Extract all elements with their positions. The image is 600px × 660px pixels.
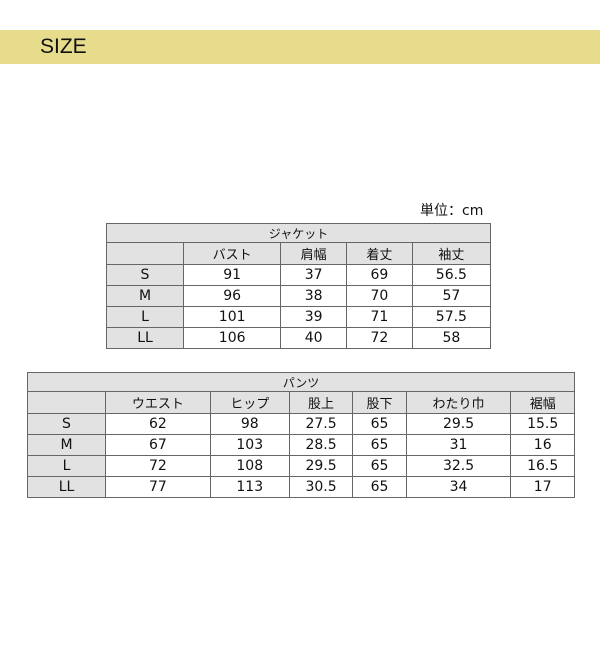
table-row: LL 77 113 30.5 65 34 17: [27, 476, 575, 498]
column-header: 肩幅: [280, 242, 348, 265]
header-corner: [27, 391, 106, 414]
table-cell: 96: [182, 285, 282, 307]
table-cell: 57: [411, 285, 492, 307]
table-cell: 30.5: [288, 476, 354, 498]
column-header: 袖丈: [411, 242, 492, 265]
table-cell: 72: [346, 327, 413, 349]
table-cell: 69: [346, 264, 413, 286]
table-cell: 70: [346, 285, 413, 307]
table-cell: 37: [280, 264, 348, 286]
size-label: LL: [106, 327, 184, 349]
table-cell: 29.5: [405, 413, 512, 435]
table-cell: 29.5: [288, 455, 354, 477]
table-row: L 72 108 29.5 65 32.5 16.5: [27, 455, 575, 477]
table-cell: 65: [352, 455, 407, 477]
table-cell: 67: [105, 434, 211, 456]
table-cell: 40: [280, 327, 348, 349]
table-cell: 65: [352, 413, 407, 435]
table-row: M 96 38 70 57: [106, 285, 492, 307]
table-cell: 65: [352, 476, 407, 498]
column-header: わたり巾: [405, 391, 512, 414]
table-cell: 34: [405, 476, 512, 498]
table-cell: 16: [510, 434, 575, 456]
table-cell: 65: [352, 434, 407, 456]
table-cell: 77: [105, 476, 211, 498]
table-cell: 27.5: [288, 413, 354, 435]
column-header: 裾幅: [510, 391, 575, 414]
size-label: S: [27, 413, 106, 435]
table-title: パンツ: [27, 372, 575, 392]
table-cell: 91: [182, 264, 282, 286]
table-cell: 38: [280, 285, 348, 307]
table-cell: 17: [510, 476, 575, 498]
table-row: S 91 37 69 56.5: [106, 264, 492, 286]
pants-size-table: パンツ ウエスト ヒップ 股上 股下 わたり巾 裾幅 S 62 98 27.5 65 29.5 15.5 M…: [27, 372, 575, 498]
size-label: L: [106, 306, 184, 328]
size-label: M: [27, 434, 106, 456]
table-row: LL 106 40 72 58: [106, 327, 492, 349]
column-header: 股下: [352, 391, 407, 414]
table-cell: 57.5: [411, 306, 492, 328]
unit-label: 単位：cm: [420, 203, 484, 219]
table-cell: 28.5: [288, 434, 354, 456]
table-cell: 98: [209, 413, 290, 435]
table-title: ジャケット: [106, 223, 491, 243]
table-row: S 62 98 27.5 65 29.5 15.5: [27, 413, 575, 435]
table-cell: 101: [182, 306, 282, 328]
table-row: M 67 103 28.5 65 31 16: [27, 434, 575, 456]
column-header: 股上: [288, 391, 354, 414]
size-label: L: [27, 455, 106, 477]
table-cell: 62: [105, 413, 211, 435]
size-banner: SIZE: [0, 30, 600, 64]
table-cell: 16.5: [510, 455, 575, 477]
table-cell: 58: [411, 327, 492, 349]
table-cell: 71: [346, 306, 413, 328]
column-header: ヒップ: [209, 391, 290, 414]
column-header: ウエスト: [105, 391, 211, 414]
table-cell: 15.5: [510, 413, 575, 435]
size-label: LL: [27, 476, 106, 498]
column-header: バスト: [182, 242, 282, 265]
table-cell: 106: [182, 327, 282, 349]
table-cell: 31: [405, 434, 512, 456]
table-cell: 103: [209, 434, 290, 456]
table-cell: 32.5: [405, 455, 512, 477]
table-cell: 39: [280, 306, 348, 328]
size-label: M: [106, 285, 184, 307]
jacket-size-table: ジャケット バスト 肩幅 着丈 袖丈 S 91 37 69 56.5 M 96 38 70 57 L 101 39…: [106, 223, 492, 349]
header-corner: [106, 242, 184, 265]
table-cell: 108: [209, 455, 290, 477]
table-cell: 72: [105, 455, 211, 477]
size-label: S: [106, 264, 184, 286]
table-row: L 101 39 71 57.5: [106, 306, 492, 328]
page-title: SIZE: [40, 35, 87, 58]
table-cell: 113: [209, 476, 290, 498]
column-header: 着丈: [346, 242, 413, 265]
table-cell: 56.5: [411, 264, 492, 286]
